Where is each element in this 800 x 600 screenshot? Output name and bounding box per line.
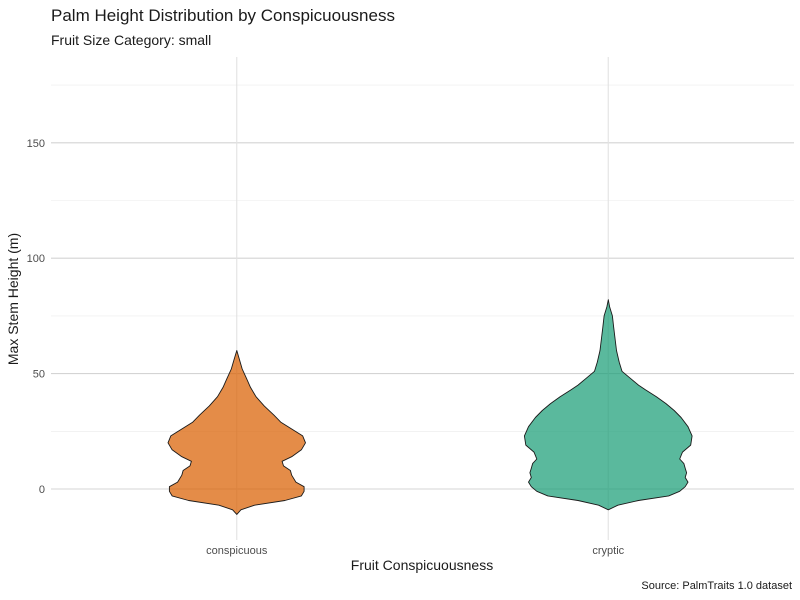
violin-layer	[167, 299, 693, 515]
y-tick-label: 150	[27, 138, 45, 150]
chart-title: Palm Height Distribution by Conspicuousn…	[51, 6, 395, 25]
chart-caption: Source: PalmTraits 1.0 dataset	[641, 580, 792, 592]
chart-subtitle: Fruit Size Category: small	[51, 32, 212, 48]
x-tick-label: cryptic	[592, 545, 624, 557]
x-axis-title: Fruit Conspicuousness	[351, 557, 493, 573]
y-axis-title: Max Stem Height (m)	[5, 233, 21, 365]
y-tick-label: 50	[33, 369, 45, 381]
violin-cryptic	[523, 299, 693, 511]
y-tick-label: 0	[39, 484, 45, 496]
y-tick-label: 100	[27, 253, 45, 265]
x-axis-ticks: conspicuous cryptic	[206, 545, 624, 557]
y-axis-ticks: 0 50 100 150	[27, 138, 45, 496]
x-tick-label: conspicuous	[206, 545, 268, 557]
violin-conspicuous	[167, 350, 306, 515]
